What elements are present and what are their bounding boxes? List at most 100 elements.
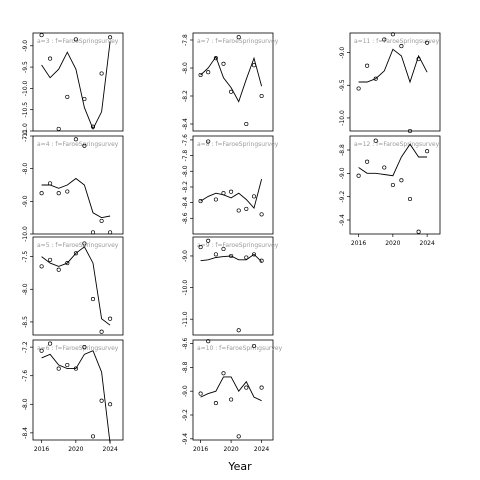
x-tick-label: 2024 xyxy=(254,446,269,453)
observed-point xyxy=(425,40,430,45)
observed-point xyxy=(39,33,44,38)
y-tick-label: -9.4 xyxy=(339,214,346,226)
observed-point xyxy=(236,328,241,333)
observed-point xyxy=(73,251,78,256)
panel-strip-label: a=9 : f=FaroeSpringsurvey xyxy=(197,242,279,249)
y-tick-label: -9.0 xyxy=(22,195,29,207)
observed-point xyxy=(108,402,113,407)
y-tick-label: -8.4 xyxy=(22,427,29,439)
y-tick-label: -8.6 xyxy=(182,338,189,350)
panel-strip-label: a=11 : f=FaroeSpringsurvey xyxy=(354,38,440,45)
observed-point xyxy=(99,329,104,334)
observed-point xyxy=(213,401,218,406)
y-tick-label: -7.5 xyxy=(22,251,29,263)
x-tick-label: 2020 xyxy=(385,240,400,247)
observed-point xyxy=(251,343,257,349)
y-tick-label: -10.0 xyxy=(182,280,189,296)
observed-point xyxy=(236,35,241,40)
fitted-line xyxy=(41,246,111,326)
y-tick-label: -8.8 xyxy=(339,144,346,156)
panel-frame xyxy=(192,135,274,235)
observed-point xyxy=(82,345,87,350)
panel: a=10 : f=FaroeSpringsurvey -8.6 -8.8 -9.0 -9… xyxy=(182,338,283,453)
observed-point xyxy=(65,362,70,368)
y-tick-label: -7.6 xyxy=(182,134,189,146)
observed-point xyxy=(416,229,421,234)
observed-point xyxy=(90,297,96,302)
observed-point xyxy=(229,253,234,259)
observed-point xyxy=(99,218,104,223)
y-tick-label: -9.5 xyxy=(339,79,346,91)
observed-point xyxy=(244,385,249,390)
observed-point xyxy=(236,208,241,213)
fitted-line xyxy=(41,177,111,219)
y-tick-label: -10.5 xyxy=(22,102,29,118)
panel-frame xyxy=(349,135,441,235)
observed-point xyxy=(198,72,203,78)
observed-point xyxy=(373,76,378,81)
observed-point xyxy=(82,96,87,102)
panel: a=11 : f=FaroeSpringsurvey -9.0 -9.5 -10.0 xyxy=(339,32,441,134)
fitted-line xyxy=(41,350,111,444)
panel: a=3 : f=FaroeSpringsurvey -9.0 -9.5 -10.0 -1… xyxy=(22,32,124,139)
fitted-line xyxy=(358,48,428,84)
observed-point xyxy=(90,434,96,439)
x-tick-label: 2016 xyxy=(34,446,49,453)
y-tick-label: -7.2 xyxy=(22,341,29,353)
observed-point xyxy=(39,264,44,269)
observed-point xyxy=(82,241,87,246)
fitted-line xyxy=(358,143,428,177)
observed-point xyxy=(251,63,257,68)
observed-point xyxy=(90,230,96,235)
panel: a=12 : f=FaroeSpringsurvey -8.8 -9.0 -9.2 -9… xyxy=(339,135,441,247)
observed-point xyxy=(213,252,218,257)
observed-point xyxy=(390,182,395,188)
y-tick-label: -8.2 xyxy=(182,90,189,102)
panel-frame xyxy=(349,32,441,132)
observed-point xyxy=(213,197,218,202)
x-tick-label: 2020 xyxy=(68,446,83,453)
panel-strip-label: a=8 : f=FaroeSpringsurvey xyxy=(197,141,279,148)
observed-point xyxy=(229,189,234,194)
panel: a=5 : f=FaroeSpringsurvey -7.5 -8.0 -8.5 xyxy=(22,236,124,336)
observed-point xyxy=(407,196,413,202)
y-tick-label: -9.0 xyxy=(182,250,189,262)
observed-point xyxy=(65,94,70,99)
y-tick-label: -8.4 xyxy=(182,118,189,130)
observed-point xyxy=(48,56,53,61)
observed-point xyxy=(65,261,70,266)
panel-frame xyxy=(32,339,124,441)
y-tick-label: -9.4 xyxy=(182,433,189,445)
observed-point xyxy=(390,32,395,37)
y-tick-label: -11.0 xyxy=(182,311,189,327)
observed-point xyxy=(65,189,70,194)
observed-point xyxy=(244,206,249,211)
y-tick-label: -9.0 xyxy=(182,385,189,397)
observed-point xyxy=(48,257,53,262)
panel-strip-label: a=7 : f=FaroeSpringsurvey xyxy=(197,38,279,45)
panel: a=9 : f=FaroeSpringsurvey -9.0 -10.0 -11.0 xyxy=(182,236,279,336)
y-tick-label: -8.0 xyxy=(182,62,189,74)
y-tick-label: -8.5 xyxy=(22,316,29,328)
observed-point xyxy=(56,126,61,131)
y-tick-label: -7.0 xyxy=(22,130,29,142)
observed-point xyxy=(206,339,211,344)
y-tick-label: -10.0 xyxy=(22,80,29,96)
y-tick-label: -8.8 xyxy=(182,361,189,373)
x-tick-label: 2016 xyxy=(193,446,208,453)
x-tick-label: 2016 xyxy=(351,240,366,247)
observed-point xyxy=(251,194,257,199)
observed-point xyxy=(99,398,104,403)
observed-point xyxy=(356,173,361,178)
y-tick-label: -7.8 xyxy=(182,150,189,162)
y-tick-label: -9.2 xyxy=(339,191,346,203)
observed-point xyxy=(213,56,218,61)
observed-point xyxy=(382,165,387,170)
y-tick-label: -9.0 xyxy=(22,40,29,52)
fitted-line xyxy=(200,253,262,263)
observed-point xyxy=(99,71,104,76)
y-tick-label: -8.6 xyxy=(182,212,189,224)
observed-point xyxy=(206,238,211,243)
observed-point xyxy=(206,70,211,75)
